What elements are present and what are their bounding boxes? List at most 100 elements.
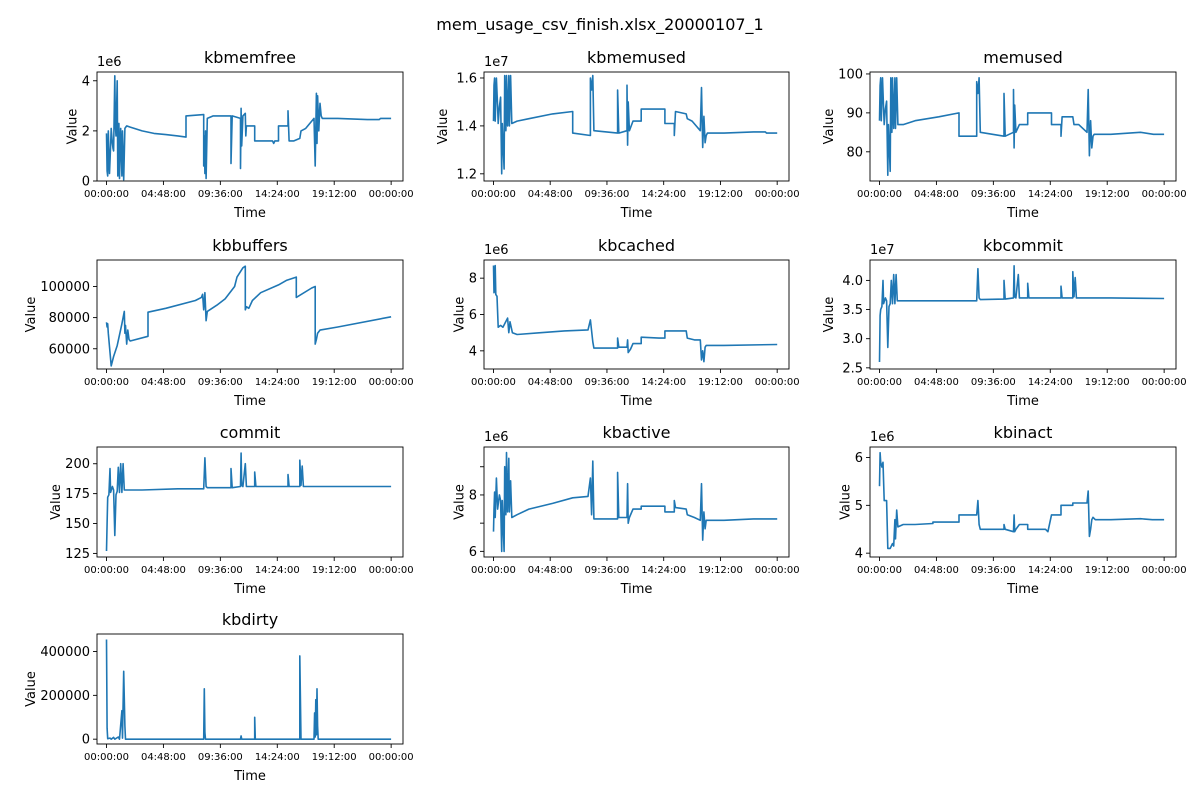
y-tick-label: 3.0: [842, 332, 863, 347]
y-offset-label: 1e6: [97, 55, 122, 70]
x-tick-label: 09:36:00: [971, 565, 1016, 576]
y-axis-label: Value: [822, 109, 837, 145]
axes-frame: [483, 71, 790, 182]
axes-frame: [96, 446, 404, 558]
subplot-title: memused: [983, 48, 1063, 67]
y-tick-label: 6: [469, 308, 477, 323]
series-line-memused: [878, 77, 1165, 176]
x-tick-label: 00:00:00: [369, 752, 414, 763]
series-line-kbbuffers: [105, 265, 392, 367]
subplot-kbinact: kbinact 4 5 6 1e6 00:00:00 04:48:00 09:36:00 14:…: [839, 423, 1187, 597]
subplot-kbcommit: kbcommit 2.5 3.0 3.5 4.0 1e7 00:00:00 04:48:00 0…: [822, 236, 1187, 409]
x-tick-label: 14:24:00: [1028, 189, 1073, 200]
subplot-kbbuffers: kbbuffers 60000 80000 100000 00:00:00 04:48:0…: [24, 236, 413, 409]
y-axis-label: Value: [453, 484, 468, 520]
y-axis-label: Value: [49, 484, 64, 520]
y-tick-label: 100000: [40, 280, 90, 295]
series-line-commit: [105, 452, 392, 552]
x-tick-label: 14:24:00: [255, 377, 300, 388]
x-tick-label: 00:00:00: [755, 189, 800, 200]
y-offset-label: 1e6: [870, 430, 895, 445]
y-axis-label: Value: [24, 671, 39, 707]
x-tick-label: 09:36:00: [971, 377, 1016, 388]
y-tick-label: 1.4: [456, 119, 477, 134]
y-tick-label: 125: [65, 547, 90, 562]
x-tick-label: 14:24:00: [255, 752, 300, 763]
series-line-kbmemfree: [105, 75, 392, 181]
x-tick-label: 00:00:00: [84, 565, 129, 576]
y-tick-label: 0: [82, 733, 90, 748]
x-tick-label: 09:36:00: [584, 565, 629, 576]
subplot-title: commit: [220, 423, 280, 442]
x-tick-label: 09:36:00: [584, 189, 629, 200]
x-axis-label: Time: [1006, 582, 1039, 597]
y-tick-label: 200000: [40, 689, 90, 704]
y-tick-label: 4.0: [842, 274, 863, 289]
x-tick-label: 04:48:00: [141, 752, 186, 763]
x-tick-label: 00:00:00: [1142, 189, 1187, 200]
subplot-kbdirty: kbdirty 0 200000 400000 00:00:00 04:48:00 09:3…: [24, 610, 413, 784]
y-tick-label: 90: [846, 106, 863, 121]
x-tick-label: 19:12:00: [1085, 189, 1130, 200]
x-tick-label: 14:24:00: [255, 565, 300, 576]
y-tick-label: 150: [65, 517, 90, 532]
y-tick-label: 2.5: [842, 361, 863, 376]
axes-frame: [96, 71, 404, 182]
x-tick-label: 09:36:00: [198, 189, 243, 200]
y-tick-label: 175: [65, 487, 90, 502]
subplot-title: kbmemfree: [204, 48, 296, 67]
x-tick-label: 09:36:00: [584, 377, 629, 388]
y-tick-label: 4: [855, 547, 863, 562]
x-tick-label: 04:48:00: [914, 377, 959, 388]
x-tick-label: 09:36:00: [198, 752, 243, 763]
y-tick-label: 4: [469, 344, 477, 359]
y-offset-label: 1e7: [870, 243, 895, 258]
y-tick-label: 60000: [49, 342, 90, 357]
subplot-kbcached: kbcached 4 6 8 1e6 00:00:00 04:48:00 09:36:00 14…: [453, 236, 800, 409]
x-axis-label: Time: [620, 394, 653, 409]
y-axis-label: Value: [839, 484, 854, 520]
series-line-kbinact: [878, 451, 1165, 550]
y-tick-label: 5: [855, 499, 863, 514]
series-line-kbdirty: [105, 639, 392, 741]
y-tick-label: 80000: [49, 311, 90, 326]
subplot-kbmemfree: kbmemfree 0 2 4 1e6 00:00:00 04:48:00 09:36:00 1…: [66, 48, 414, 221]
y-tick-label: 80: [846, 145, 863, 160]
x-tick-label: 00:00:00: [84, 189, 129, 200]
x-axis-label: Time: [620, 582, 653, 597]
x-axis-label: Time: [233, 582, 266, 597]
x-tick-label: 19:12:00: [312, 565, 357, 576]
x-tick-label: 04:48:00: [141, 377, 186, 388]
x-tick-label: 00:00:00: [755, 565, 800, 576]
x-axis-label: Time: [233, 769, 266, 784]
x-tick-label: 00:00:00: [1142, 377, 1187, 388]
x-tick-label: 04:48:00: [141, 565, 186, 576]
subplot-title: kbcached: [598, 236, 675, 255]
subplot-memused: memused 80 90 100 00:00:00 04:48:00 09:36:00 14…: [822, 48, 1187, 221]
x-tick-label: 19:12:00: [312, 189, 357, 200]
x-tick-label: 04:48:00: [141, 189, 186, 200]
x-axis-label: Time: [620, 206, 653, 221]
subplot-title: kbmemused: [587, 48, 686, 67]
axes-frame: [483, 259, 790, 370]
x-tick-label: 19:12:00: [312, 377, 357, 388]
x-tick-label: 14:24:00: [641, 565, 686, 576]
series-line-kbmemused: [492, 74, 778, 175]
axes-frame: [96, 259, 404, 370]
axes-frame: [869, 446, 1177, 558]
x-tick-label: 00:00:00: [471, 377, 516, 388]
y-offset-label: 1e6: [484, 430, 509, 445]
x-tick-label: 00:00:00: [84, 377, 129, 388]
x-tick-label: 19:12:00: [312, 752, 357, 763]
x-tick-label: 00:00:00: [1142, 565, 1187, 576]
x-tick-label: 00:00:00: [84, 752, 129, 763]
x-tick-label: 09:36:00: [198, 377, 243, 388]
x-tick-label: 14:24:00: [641, 189, 686, 200]
series-line-kbcommit: [878, 264, 1165, 363]
y-axis-label: Value: [822, 297, 837, 333]
y-tick-label: 1.2: [456, 167, 477, 182]
x-tick-label: 14:24:00: [255, 189, 300, 200]
x-tick-label: 19:12:00: [1085, 377, 1130, 388]
subplot-kbactive: kbactive 6 8 1e6 00:00:00 04:48:00 09:36:00 14:…: [453, 423, 800, 597]
x-axis-label: Time: [1006, 394, 1039, 409]
